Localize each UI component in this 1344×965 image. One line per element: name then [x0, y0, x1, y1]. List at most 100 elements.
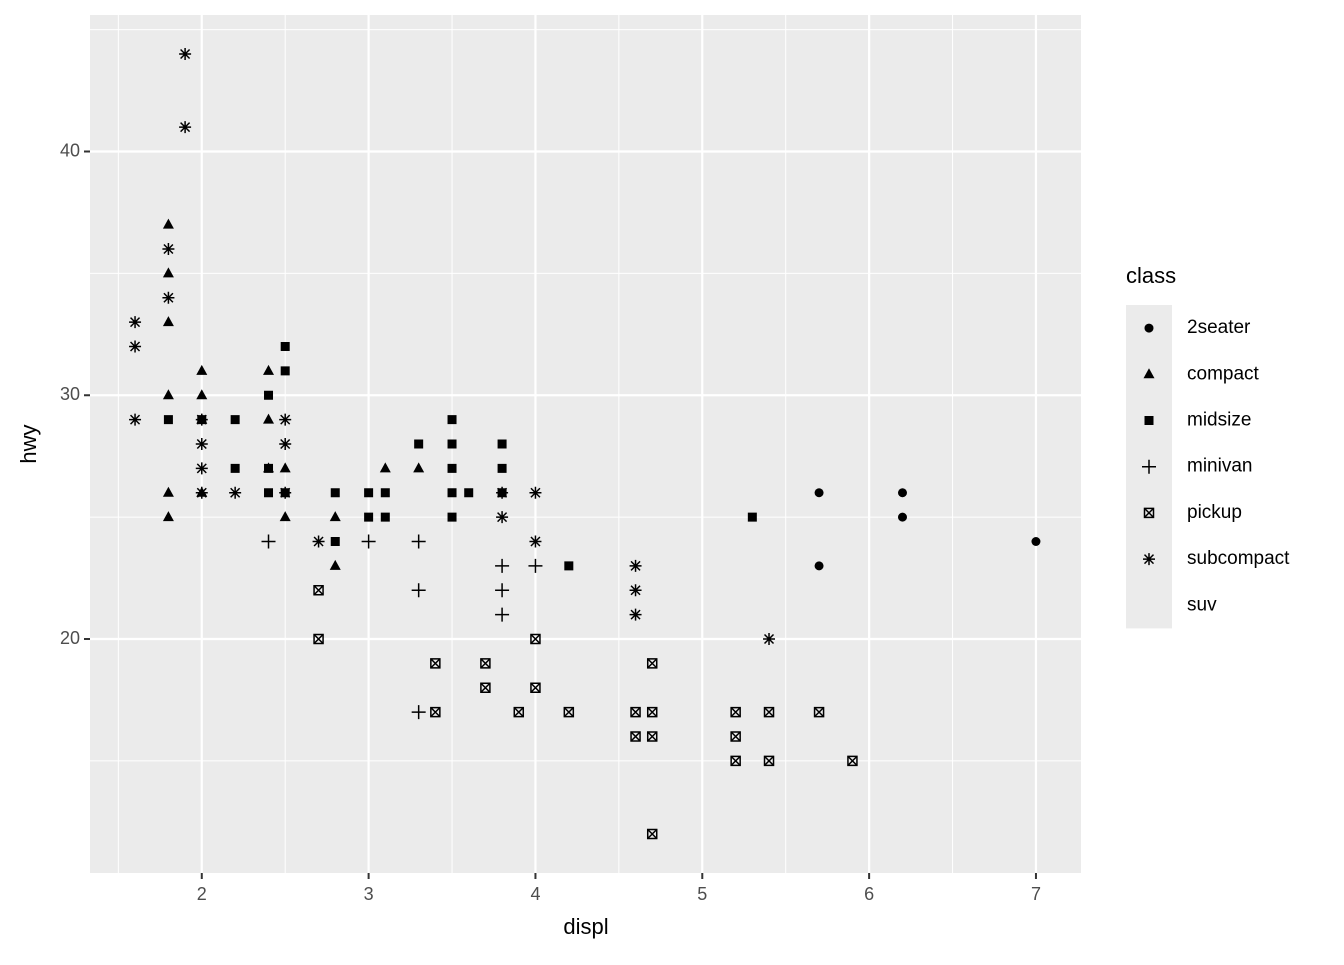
- marker-part: [364, 488, 374, 498]
- point: [379, 462, 391, 473]
- marker-part: [497, 439, 507, 449]
- point: [162, 316, 174, 327]
- legend-label: compact: [1187, 363, 1260, 384]
- marker-part: [629, 608, 642, 621]
- point: [814, 561, 824, 571]
- marker-part: [763, 706, 775, 718]
- y-axis-title: hwy: [16, 424, 41, 463]
- marker-part: [1144, 416, 1154, 425]
- marker-part: [162, 486, 174, 497]
- point: [229, 486, 242, 499]
- marker-part: [313, 585, 324, 596]
- point: [411, 534, 426, 549]
- legend-label: subcompact: [1187, 548, 1290, 569]
- point: [897, 488, 907, 498]
- marker-part: [195, 438, 208, 450]
- marker-part: [264, 390, 274, 400]
- point: [447, 512, 457, 522]
- point: [763, 706, 775, 718]
- marker-part: [264, 463, 274, 473]
- point: [162, 267, 174, 278]
- marker-part: [163, 415, 173, 425]
- point: [464, 488, 474, 498]
- marker-part: [1143, 507, 1155, 519]
- point: [495, 558, 510, 573]
- point: [261, 534, 276, 549]
- marker-part: [313, 585, 324, 596]
- marker-part: [813, 706, 825, 718]
- x-tick-label: 3: [364, 884, 374, 904]
- x-tick-label: 4: [530, 884, 540, 904]
- marker-part: [162, 267, 174, 278]
- point: [411, 705, 426, 720]
- marker-part: [261, 534, 276, 549]
- marker-part: [162, 243, 175, 255]
- marker-part: [564, 561, 574, 571]
- marker-part: [763, 755, 775, 766]
- marker-part: [447, 439, 457, 449]
- marker-part: [814, 488, 824, 498]
- marker-part: [447, 463, 457, 473]
- point: [413, 462, 425, 473]
- point: [279, 438, 292, 450]
- marker-part: [196, 389, 208, 400]
- point: [162, 291, 175, 304]
- point: [530, 682, 541, 693]
- point: [564, 561, 574, 571]
- marker-part: [480, 682, 491, 693]
- marker-part: [763, 707, 775, 718]
- marker-part: [495, 583, 510, 598]
- marker-part: [414, 439, 424, 449]
- marker-part: [329, 559, 341, 570]
- marker-part: [162, 389, 174, 400]
- marker-part: [447, 512, 457, 522]
- point: [380, 512, 390, 522]
- point: [330, 488, 340, 498]
- point: [629, 559, 642, 572]
- marker-part: [162, 291, 175, 304]
- point: [513, 706, 525, 718]
- legend-key: [1143, 507, 1155, 519]
- marker-part: [496, 486, 509, 499]
- marker-part: [630, 731, 641, 742]
- point: [313, 585, 324, 596]
- point: [897, 512, 907, 522]
- marker-part: [529, 535, 542, 548]
- point: [495, 607, 510, 622]
- marker-part: [430, 707, 441, 718]
- points: [129, 48, 1041, 840]
- marker-part: [430, 658, 441, 669]
- point: [162, 243, 175, 255]
- legend-key: [1143, 368, 1155, 379]
- y-tick-label: 40: [60, 140, 80, 160]
- marker-part: [464, 488, 474, 498]
- marker-part: [647, 828, 658, 840]
- point: [312, 535, 325, 548]
- point: [263, 364, 275, 375]
- marker-part: [411, 583, 426, 598]
- marker-part: [747, 512, 757, 522]
- point: [730, 706, 741, 718]
- point: [129, 340, 142, 353]
- point: [230, 415, 240, 425]
- marker-part: [497, 463, 507, 473]
- point: [196, 364, 208, 375]
- marker-part: [195, 413, 208, 426]
- point: [279, 486, 292, 499]
- point: [530, 633, 541, 645]
- marker-part: [229, 486, 242, 499]
- marker-part: [364, 512, 374, 522]
- point: [163, 415, 173, 425]
- marker-part: [263, 364, 275, 375]
- legend-key: [1144, 416, 1154, 425]
- point: [629, 584, 642, 597]
- legend-title: class: [1126, 263, 1176, 288]
- marker-part: [129, 340, 142, 353]
- marker-part: [480, 682, 491, 693]
- marker-part: [495, 558, 510, 573]
- marker-part: [496, 511, 509, 524]
- point: [195, 413, 208, 426]
- panel: [90, 15, 1081, 873]
- marker-part: [513, 706, 525, 718]
- point: [129, 316, 142, 329]
